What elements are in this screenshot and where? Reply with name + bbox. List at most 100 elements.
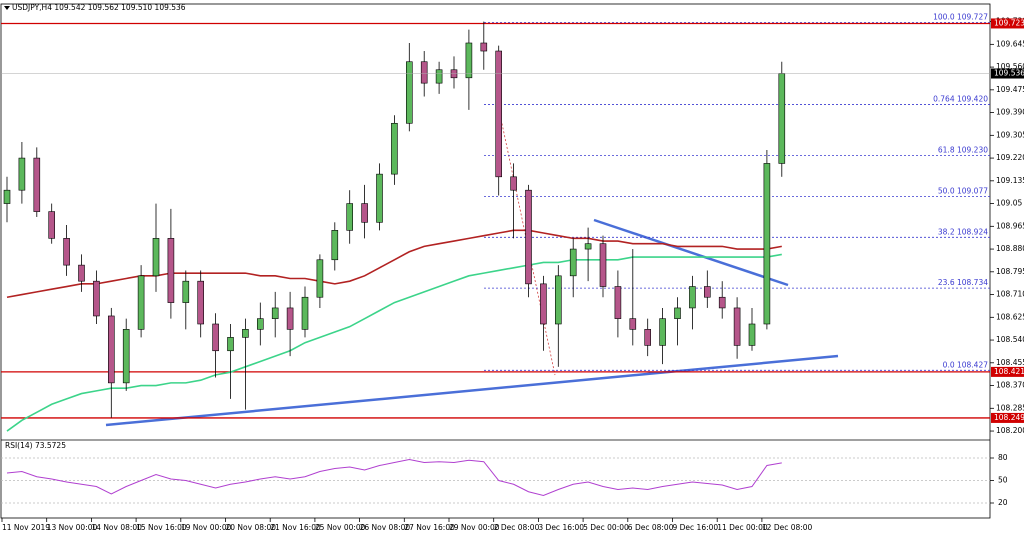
candle-body xyxy=(3,189,11,204)
candle-body xyxy=(689,286,696,309)
candle-body xyxy=(256,318,264,330)
fib-label: 23.6 108.734 xyxy=(938,278,988,287)
x-tick-label: 21 Nov 16:00 xyxy=(270,523,321,532)
y-tick-label: 108.455 xyxy=(996,358,1024,367)
y-tick-label: 108.285 xyxy=(996,403,1024,412)
x-tick-label: 29 Nov 00:00 xyxy=(449,523,500,532)
y-tick-label: 20 xyxy=(998,498,1008,507)
candle-body xyxy=(763,163,771,325)
y-tick-label: 108.625 xyxy=(996,312,1024,321)
candle-body xyxy=(242,329,249,338)
x-tick-label: 20 Nov 08:00 xyxy=(226,523,277,532)
candle-body xyxy=(63,238,70,266)
fib-label: 0.764 109.420 xyxy=(933,95,988,104)
fib-label: 61.8 109.230 xyxy=(938,145,988,154)
x-tick-label: 9 Dec 16:00 xyxy=(673,523,719,532)
trend-line xyxy=(593,218,789,287)
candle-body xyxy=(301,296,309,330)
x-tick-label: 2 Dec 08:00 xyxy=(494,523,540,532)
candle-body xyxy=(346,203,354,231)
price-tag-label: 108.249 xyxy=(994,413,1024,422)
y-tick-label: 108.965 xyxy=(996,221,1024,230)
candle-body xyxy=(748,323,756,346)
y-tick-label: 109.135 xyxy=(996,176,1024,185)
price-tag-label: 109.723 xyxy=(994,18,1024,27)
candle-body xyxy=(152,238,160,277)
price-tag xyxy=(991,18,1024,29)
y-tick-label: 80 xyxy=(998,453,1008,462)
candle-body xyxy=(599,243,607,287)
candle-body xyxy=(495,50,503,178)
candle-body xyxy=(435,69,443,84)
fib-label: 50.0 109.077 xyxy=(938,186,988,195)
x-tick-label: 19 Nov 00:00 xyxy=(181,523,232,532)
candle-body xyxy=(78,264,85,282)
current-price-label: 109.536 xyxy=(994,69,1024,78)
candle-body xyxy=(480,42,488,52)
candle-body xyxy=(286,307,294,330)
y-tick-label: 109.475 xyxy=(996,85,1024,94)
candle-body xyxy=(778,73,786,164)
x-tick-label: 13 Nov 00:00 xyxy=(47,523,98,532)
candle-body xyxy=(391,122,398,175)
candle-body xyxy=(405,61,413,124)
candle-body xyxy=(584,243,592,250)
price-tag xyxy=(991,412,1024,423)
y-tick-label: 109.645 xyxy=(996,39,1024,48)
candle-body xyxy=(540,283,547,325)
x-tick-label: 12 Dec 08:00 xyxy=(762,523,813,532)
candle-body xyxy=(122,329,130,384)
y-tick-label: 108.795 xyxy=(996,267,1024,276)
candle-body xyxy=(331,230,339,261)
y-tick-label: 109.220 xyxy=(996,153,1024,162)
candle-body xyxy=(197,280,204,325)
x-tick-label: 25 Nov 00:00 xyxy=(315,523,366,532)
y-tick-label: 109.560 xyxy=(996,62,1024,71)
x-tick-label: 14 Nov 08:00 xyxy=(91,523,142,532)
y-tick-label: 108.540 xyxy=(996,335,1024,344)
candle-body xyxy=(137,275,145,330)
moving-average xyxy=(6,253,782,432)
x-tick-label: 27 Nov 16:00 xyxy=(404,523,455,532)
candle-body xyxy=(614,286,622,319)
trend-line xyxy=(105,354,839,427)
candle-body xyxy=(554,275,562,325)
rsi-line xyxy=(6,458,782,497)
moving-average xyxy=(6,229,782,299)
candle-body xyxy=(659,318,666,346)
rsi-title: RSI(14) 73.5725 xyxy=(5,441,66,450)
plot-frame xyxy=(0,3,991,519)
fib-label: 38.2 108.924 xyxy=(938,227,988,236)
y-tick-label: 50 xyxy=(998,476,1008,485)
x-tick-label: 11 Nov 2019 xyxy=(2,523,50,532)
price-tag xyxy=(991,366,1024,377)
candle-body xyxy=(212,323,219,352)
symbol-marker xyxy=(4,6,10,10)
current-price-tag xyxy=(991,68,1024,79)
candle-body xyxy=(271,307,279,319)
candle-body xyxy=(316,259,324,298)
fib-label: 0.0 108.427 xyxy=(943,360,989,369)
chart-title: USDJPY,H4 109.542 109.562 109.510 109.53… xyxy=(12,3,186,12)
y-tick-label: 108.370 xyxy=(996,381,1024,390)
candle-body xyxy=(376,173,383,223)
candle-body xyxy=(18,157,26,191)
candle-body xyxy=(629,318,637,330)
candle-body xyxy=(703,286,711,298)
candle-body xyxy=(674,307,681,319)
y-tick-label: 108.880 xyxy=(996,244,1024,253)
candle-body xyxy=(108,315,115,384)
candle-body xyxy=(48,211,56,239)
candle-body xyxy=(569,248,577,277)
x-tick-label: 3 Dec 16:00 xyxy=(538,523,584,532)
candle-body xyxy=(420,61,428,84)
x-tick-label: 6 Dec 08:00 xyxy=(628,523,674,532)
candle-body xyxy=(33,157,41,212)
y-tick-label: 109.390 xyxy=(996,108,1024,117)
y-tick-label: 109.05 xyxy=(996,199,1022,208)
y-tick-label: 108.710 xyxy=(996,290,1024,299)
price-tag-label: 108.421 xyxy=(994,367,1024,376)
candle-body xyxy=(182,280,190,303)
x-tick-label: 26 Nov 08:00 xyxy=(360,523,411,532)
